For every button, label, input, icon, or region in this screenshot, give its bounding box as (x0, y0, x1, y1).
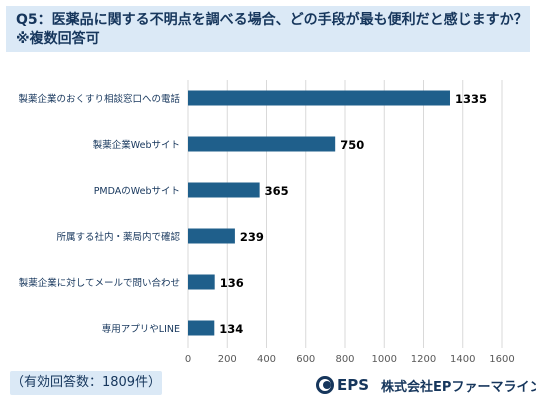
bar (188, 90, 450, 106)
category-label: 製薬企業のおくすり相談窓口への電話 (18, 93, 180, 105)
bar (188, 136, 336, 152)
x-tick-label: 1000 (372, 354, 397, 365)
value-label: 1335 (455, 92, 487, 106)
respondent-count: （有効回答数：1809件） (10, 371, 162, 395)
x-tick-label: 0 (185, 354, 191, 365)
bar-chart: 0 200 400 600 800 1000 1200 1400 1600 製薬企業のおくすり相談… (18, 80, 515, 365)
question-note: ※複数回答可 (16, 31, 100, 47)
x-tick-label: 800 (335, 354, 354, 365)
category-label: 所属する社内・薬局内で確認 (56, 231, 180, 243)
x-tick-label: 200 (218, 354, 237, 365)
category-label: 専用アプリやLINE (102, 323, 180, 335)
question-title: Q5：医薬品に関する不明点を調べる場合、どの手段が最も便利だと感じますか？ (16, 12, 528, 28)
bar (188, 182, 260, 198)
x-tick-label: 600 (296, 354, 315, 365)
category-label: 製薬企業Webサイト (93, 139, 180, 151)
value-label: 750 (340, 138, 364, 152)
x-tick-label: 400 (257, 354, 276, 365)
eps-logo-icon (316, 376, 334, 394)
x-tick-label: 1200 (411, 354, 436, 365)
category-label: PMDAのWebサイト (94, 186, 180, 197)
value-label: 239 (240, 230, 264, 244)
logo-company-name: 株式会社EPファーマライン (381, 379, 536, 395)
question-header: Q5：医薬品に関する不明点を調べる場合、どの手段が最も便利だと感じますか？ ※複… (6, 6, 530, 52)
value-label: 365 (265, 184, 289, 198)
bar (188, 228, 235, 244)
value-label: 136 (220, 276, 244, 290)
bar (188, 274, 215, 290)
x-tick-label: 1400 (450, 354, 475, 365)
company-logo: EPS 株式会社EPファーマライン (316, 373, 536, 397)
value-label: 134 (219, 322, 243, 336)
category-label: 製薬企業に対してメールで問い合わせ (19, 277, 180, 289)
bar (188, 320, 215, 336)
x-tick-label: 1600 (489, 354, 514, 365)
logo-brand: EPS (337, 376, 370, 394)
